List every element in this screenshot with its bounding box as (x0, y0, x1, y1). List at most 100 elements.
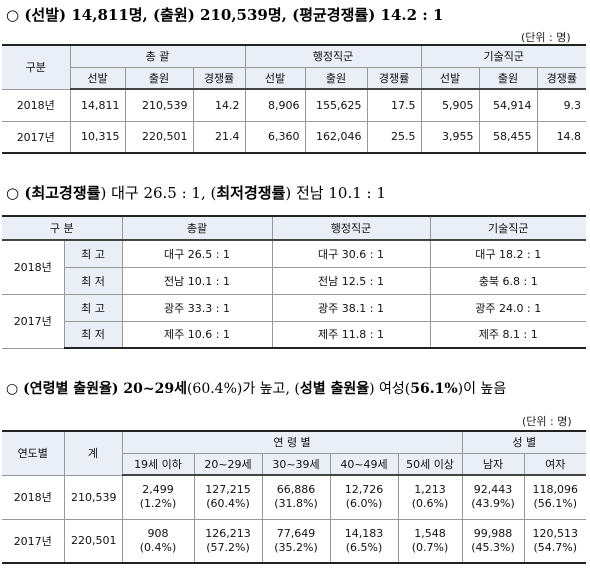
cell-value: 155,625 (304, 88, 368, 122)
section3-heading-emph: 성별 출원율 (299, 381, 370, 397)
sub-header-selected: 선발 (69, 66, 126, 90)
section1-heading-close: ) 14.2 : 1 (368, 6, 444, 24)
sub-header-selected: 선발 (420, 66, 480, 90)
cell-value: 대구 26.5 : 1 (121, 239, 273, 268)
cell-value: 대구 18.2 : 1 (429, 239, 586, 268)
cell-value: 광주 33.3 : 1 (121, 293, 273, 322)
section2-heading-text: ( (24, 184, 32, 202)
cell-value: 14.2 (192, 88, 246, 122)
count: 99,988 (473, 526, 513, 540)
count: 92,443 (473, 483, 513, 497)
group-header-total: 총괄 (121, 215, 273, 241)
cell-value: 전남 12.5 : 1 (271, 266, 431, 295)
age-col-header: 30~39세 (261, 452, 331, 476)
percent: (6.5%) (345, 540, 383, 554)
section3-heading-text: ) (111, 381, 124, 397)
cell-value: 58,455 (478, 120, 538, 154)
percent: (57.2%) (206, 540, 250, 554)
cell-value: 25.5 (366, 120, 422, 154)
cell-value: 10,315 (69, 120, 126, 154)
sub-header-ratio: 경쟁률 (366, 66, 422, 90)
group-header-total: 총 괄 (69, 44, 246, 68)
cell-value: 9.3 (536, 88, 587, 122)
group-header-tech: 기술직군 (420, 44, 587, 68)
cell-value: 제주 10.6 : 1 (121, 320, 273, 349)
cell-value: 충북 6.8 : 1 (429, 266, 586, 295)
age-col-header: 50세 이상 (397, 452, 463, 476)
cell-value: 14.8 (536, 120, 587, 154)
cell-value: 광주 24.0 : 1 (429, 293, 586, 322)
section1-heading: ○ (선발) 14,811명, (출원) 210,539명, (평균경쟁률) 1… (6, 4, 444, 25)
section2-heading-text: ) 전남 10.1 : 1 (285, 184, 386, 202)
table-row: 2017년 10,315 220,501 21.4 6,360 162,046 … (2, 120, 587, 154)
cell-value: 14,183 (6.5%) (329, 518, 399, 564)
count: 1,548 (414, 526, 446, 540)
row-year: 2017년 (2, 293, 65, 349)
count: 66,886 (276, 483, 316, 497)
cell-value: 54,914 (478, 88, 538, 122)
cell-value: 21.4 (192, 120, 246, 154)
cell-value: 210,539 (124, 88, 194, 122)
col-header-category: 구 분 (2, 215, 123, 241)
count: 77,649 (276, 526, 316, 540)
summary-table: 구분 총 괄 행정직군 기술직군 선발 출원 경쟁률 선발 출원 경쟁률 선발 … (2, 44, 587, 154)
cell-value: 제주 11.8 : 1 (271, 320, 431, 349)
row-total: 220,501 (63, 518, 123, 564)
cell-value: 127,215 (60.4%) (193, 474, 263, 520)
cell-value: 제주 8.1 : 1 (429, 320, 586, 349)
cell-value: 77,649 (35.2%) (261, 518, 331, 564)
group-header-age: 연 령 별 (121, 430, 463, 454)
row-type: 최 저 (63, 266, 123, 295)
section2-heading-emph: 최고경쟁률 (31, 184, 101, 202)
percent: (43.9%) (471, 497, 515, 511)
percent: (60.4%) (206, 497, 250, 511)
cell-value: 14,811 (69, 88, 126, 122)
table-row: 2018년 14,811 210,539 14.2 8,906 155,625 … (2, 88, 587, 122)
cell-value: 1,213 (0.6%) (397, 474, 463, 520)
cell-value: 1,548 (0.7%) (397, 518, 463, 564)
col-header-year: 연도별 (2, 430, 65, 476)
cell-value: 6,360 (244, 120, 306, 154)
sub-header-selected: 선발 (244, 66, 306, 90)
row-year: 2018년 (2, 474, 65, 520)
cell-value: 대구 30.6 : 1 (271, 239, 431, 268)
percent: (56.1%) (533, 497, 578, 511)
sub-header-applied: 출원 (304, 66, 368, 90)
count: 12,726 (344, 483, 384, 497)
section3-heading-text: ) 여성( (369, 381, 411, 397)
gender-col-header: 여자 (523, 452, 587, 476)
cell-value: 전남 10.1 : 1 (121, 266, 273, 295)
section3-heading: ○ (연령별 출원율) 20~29세(60.4%)가 높고, (성별 출원율) … (6, 378, 506, 398)
row-year: 2018년 (2, 88, 71, 122)
section3-heading-text: (60.4%)가 높고, ( (186, 381, 300, 397)
section3-heading-emph: 20~29세 (123, 381, 187, 397)
section1-heading-text: (선발) 14,811명, (출원) 210,539명, ( (24, 6, 300, 24)
group-header-tech: 기술직군 (429, 215, 586, 241)
section1-heading-emph: 평균경쟁률 (299, 6, 369, 24)
sub-header-applied: 출원 (124, 66, 194, 90)
applicant-breakdown-table: 연도별 계 연 령 별 성 별 19세 이하 20~29세 30~39세 40~… (2, 430, 587, 564)
cell-value: 12,726 (6.0%) (329, 474, 399, 520)
section2-heading: ○ (최고경쟁률) 대구 26.5 : 1, (최저경쟁률) 전남 10.1 :… (6, 182, 386, 203)
section3-heading-emph: 연령별 출원율 (29, 381, 112, 397)
sub-header-ratio: 경쟁률 (536, 66, 587, 90)
table-row: 최 저 제주 10.6 : 1 제주 11.8 : 1 제주 8.1 : 1 (2, 320, 586, 349)
row-year: 2018년 (2, 239, 65, 295)
bullet-icon: ○ (6, 184, 20, 202)
cell-value: 66,886 (31.8%) (261, 474, 331, 520)
count: 126,213 (205, 526, 251, 540)
count: 2,499 (142, 483, 174, 497)
cell-value: 92,443 (43.9%) (461, 474, 525, 520)
group-header-admin: 행정직군 (244, 44, 422, 68)
group-header-gender: 성 별 (461, 430, 587, 454)
cell-value: 광주 38.1 : 1 (271, 293, 431, 322)
section1-unit: (단위 : 명) (521, 31, 571, 44)
age-col-header: 19세 이하 (121, 452, 195, 476)
section3-unit: (단위 : 명) (522, 415, 572, 428)
table-row: 2018년 210,539 2,499 (1.2%) 127,215 (60.4%)… (2, 474, 587, 520)
cell-value: 99,988 (45.3%) (461, 518, 525, 564)
bullet-icon: ○ (6, 381, 19, 397)
bullet-icon: ○ (6, 6, 20, 24)
group-header-admin: 행정직군 (271, 215, 431, 241)
count: 118,096 (532, 483, 579, 497)
